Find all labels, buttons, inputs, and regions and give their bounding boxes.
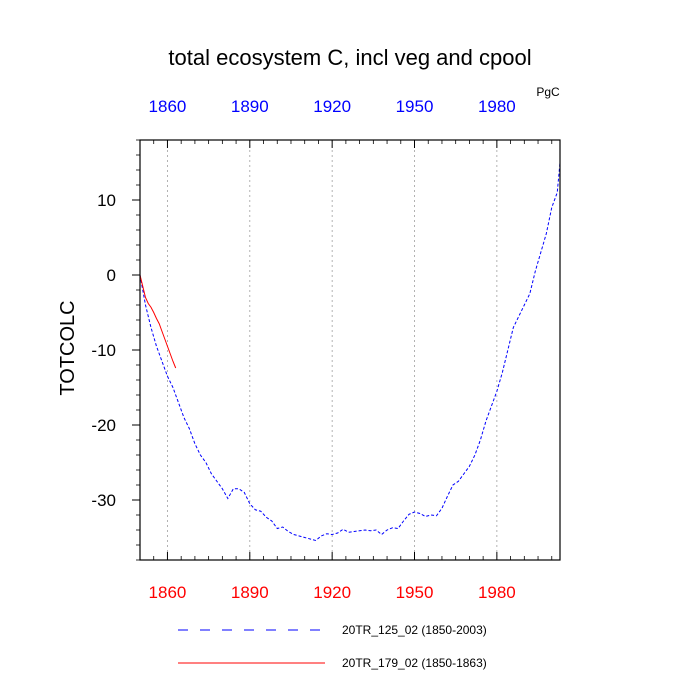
legend-label: 20TR_179_02 (1850-1863) (342, 656, 487, 670)
x-tick-label-bottom: 1890 (231, 583, 269, 602)
chart-title: total ecosystem C, incl veg and cpool (168, 45, 531, 70)
legend: 20TR_125_02 (1850-2003) 20TR_179_02 (1850… (178, 623, 487, 670)
tick-labels: 1860 1860 1890 1890 1920 1920 1950 1950 1980 1980… (91, 97, 515, 602)
y-tick-label: -30 (91, 491, 116, 510)
x-tick-label-bottom: 1860 (149, 583, 187, 602)
axis-ticks (132, 139, 553, 561)
units-label: PgC (536, 85, 560, 99)
grid-lines (167, 140, 498, 560)
x-tick-label-top: 1920 (313, 97, 351, 116)
x-tick-label-top: 1950 (396, 97, 434, 116)
y-tick-label: 10 (97, 191, 116, 210)
x-tick-label-bottom: 1920 (313, 583, 351, 602)
x-tick-label-top: 1980 (478, 97, 516, 116)
y-tick-label: -10 (91, 341, 116, 360)
x-tick-label-top: 1890 (231, 97, 269, 116)
x-tick-label-bottom: 1980 (478, 583, 516, 602)
legend-label: 20TR_125_02 (1850-2003) (342, 623, 487, 637)
x-tick-label-top: 1860 (149, 97, 187, 116)
y-tick-label: 0 (107, 266, 116, 285)
plot-frame (139, 139, 561, 561)
y-axis-label: TOTCOLC (57, 300, 79, 395)
series-line-2 (139, 274, 177, 369)
series-line-1 (139, 162, 561, 542)
x-tick-label-bottom: 1950 (396, 583, 434, 602)
series-group (139, 162, 561, 542)
y-tick-label: -20 (91, 416, 116, 435)
